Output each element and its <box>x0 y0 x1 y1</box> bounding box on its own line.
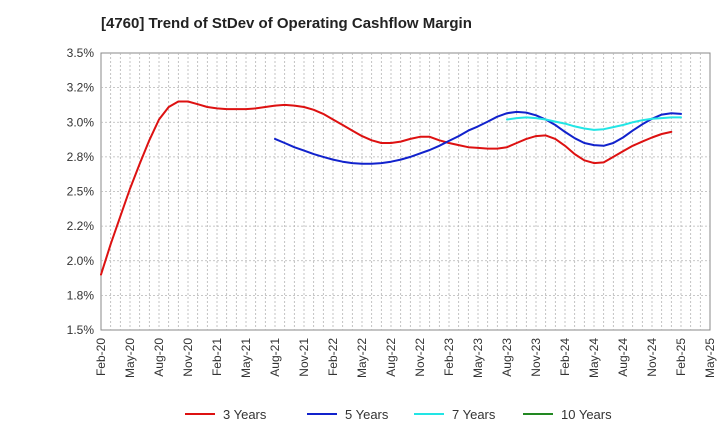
y-tick-label: 1.8% <box>67 288 95 302</box>
x-tick-label: Nov-21 <box>297 338 311 377</box>
x-axis-ticks: Feb-20 May-20 Aug-20 Nov-20 Feb-21 May-21 Aug-… <box>94 338 717 378</box>
x-tick-label: May-25 <box>703 338 717 378</box>
legend-label: 10 Years <box>561 407 612 422</box>
chart-title: [4760] Trend of StDev of Operating Cashf… <box>101 15 472 32</box>
legend: 3 Years 5 Years 7 Years 10 Years <box>185 407 612 422</box>
series-lines <box>100 100 682 276</box>
y-axis-ticks: 3.5% 3.2% 3.0% 2.8% 2.5% 2.2% 2.0% 1.8% 1.5% <box>67 46 95 337</box>
y-tick-label: 3.5% <box>67 46 95 60</box>
x-tick-label: Aug-22 <box>384 338 398 377</box>
grid <box>101 53 710 330</box>
series-line-7-years <box>506 116 682 131</box>
y-tick-label: 2.5% <box>67 185 95 199</box>
x-tick-label: Nov-20 <box>181 338 195 377</box>
x-tick-label: Aug-20 <box>152 338 166 377</box>
x-tick-label: Feb-23 <box>442 338 456 376</box>
legend-label: 3 Years <box>223 407 267 422</box>
x-tick-label: Feb-21 <box>210 338 224 376</box>
y-tick-label: 2.0% <box>67 254 95 268</box>
x-tick-label: Nov-22 <box>413 338 427 377</box>
y-tick-label: 3.2% <box>67 81 95 95</box>
series-line-3-years <box>100 100 673 276</box>
x-tick-label: Aug-23 <box>500 338 514 377</box>
x-tick-label: May-20 <box>123 338 137 378</box>
x-tick-label: Feb-25 <box>674 338 688 376</box>
x-tick-label: Feb-24 <box>558 338 572 376</box>
series-line-5-years <box>274 110 682 165</box>
x-tick-label: May-21 <box>239 338 253 378</box>
x-tick-label: Feb-22 <box>326 338 340 376</box>
x-tick-label: May-23 <box>471 338 485 378</box>
x-tick-label: May-24 <box>587 338 601 378</box>
legend-label: 5 Years <box>345 407 389 422</box>
x-tick-label: Nov-23 <box>529 338 543 377</box>
x-tick-label: May-22 <box>355 338 369 378</box>
x-tick-label: Aug-21 <box>268 338 282 377</box>
x-tick-label: Nov-24 <box>645 338 659 377</box>
y-tick-label: 3.0% <box>67 115 95 129</box>
legend-label: 7 Years <box>452 407 496 422</box>
x-tick-label: Feb-20 <box>94 338 108 376</box>
y-tick-label: 2.2% <box>67 219 95 233</box>
y-tick-label: 1.5% <box>67 323 95 337</box>
x-tick-label: Aug-24 <box>616 338 630 377</box>
y-tick-label: 2.8% <box>67 150 95 164</box>
